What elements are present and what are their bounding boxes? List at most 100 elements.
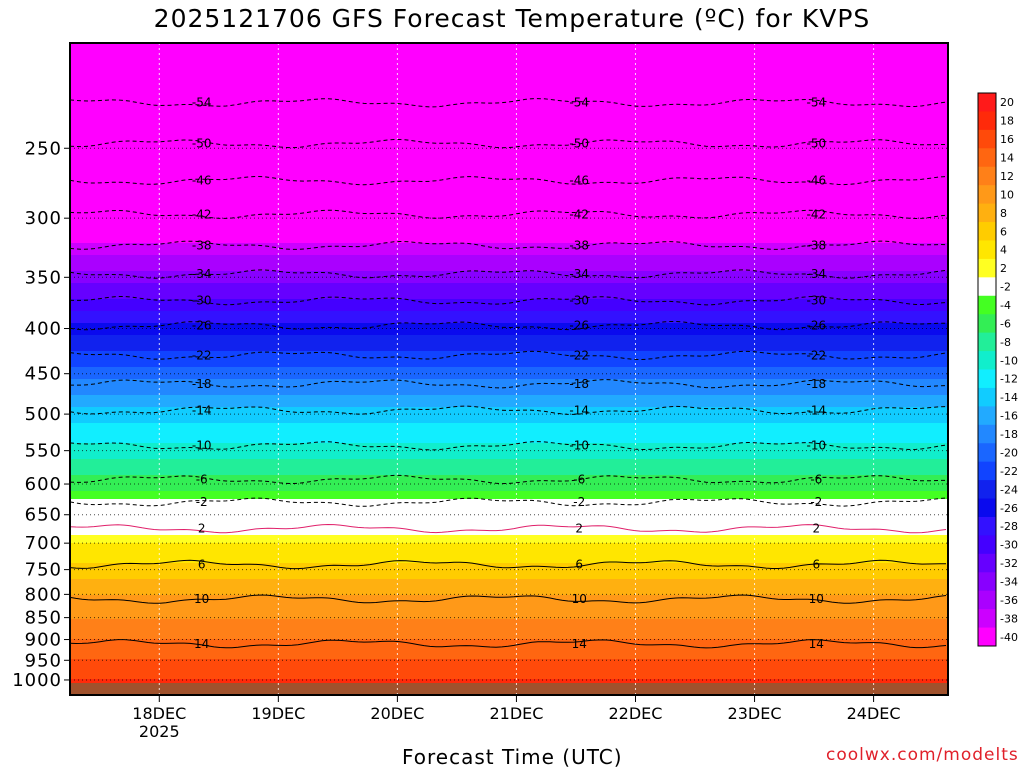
temperature-band — [70, 447, 948, 452]
temperature-band — [70, 271, 948, 276]
temperature-band — [70, 455, 948, 460]
contour-label: 6 — [198, 557, 206, 571]
temperature-band — [70, 191, 948, 196]
temperature-band — [70, 259, 948, 264]
temperature-band — [70, 627, 948, 632]
temperature-band — [70, 647, 948, 652]
contour-label: -34 — [569, 267, 589, 281]
temperature-band — [70, 475, 948, 480]
temperature-band — [70, 63, 948, 68]
y-tick-label: 550 — [25, 441, 62, 462]
temperature-band — [70, 147, 948, 152]
contour-label: -26 — [806, 319, 826, 333]
colorbar-label: -22 — [1000, 465, 1018, 478]
contour-label: -14 — [806, 403, 826, 417]
temperature-band — [70, 583, 948, 588]
colorbar-swatch — [978, 277, 996, 297]
contour-label: -42 — [569, 207, 589, 221]
temperature-band — [70, 435, 948, 440]
colorbar-label: -8 — [1000, 336, 1011, 349]
colorbar-swatch — [978, 369, 996, 389]
colorbar-swatch — [978, 424, 996, 444]
contour-label: -54 — [192, 96, 212, 110]
temperature-band — [70, 643, 948, 648]
temperature-band — [70, 283, 948, 288]
temperature-band — [70, 535, 948, 540]
temperature-band — [70, 351, 948, 356]
temperature-band — [70, 335, 948, 340]
contour-label: -42 — [192, 207, 212, 221]
temperature-bands — [70, 43, 948, 696]
contour-label: -38 — [806, 238, 826, 252]
temperature-band — [70, 483, 948, 488]
colorbar-swatch — [978, 535, 996, 555]
colorbar-label: -2 — [1000, 281, 1011, 294]
colorbar-frame — [977, 92, 997, 647]
colorbar-label: -36 — [1000, 594, 1018, 607]
temperature-band — [70, 387, 948, 392]
colorbar-label: 14 — [1000, 152, 1014, 165]
temperature-band — [70, 179, 948, 184]
colorbar-swatch — [978, 314, 996, 334]
temperature-band — [70, 579, 948, 584]
temperature-band — [70, 479, 948, 484]
temperature-band — [70, 395, 948, 400]
colorbar-swatch — [978, 129, 996, 149]
temperature-band — [70, 371, 948, 376]
temperature-band — [70, 555, 948, 560]
temperature-band — [70, 275, 948, 280]
chart-title: 2025121706 GFS Forecast Temperature (ºC)… — [153, 4, 871, 33]
temperature-band — [70, 311, 948, 316]
colorbar-label: 12 — [1000, 170, 1014, 183]
y-tick-label: 800 — [25, 584, 62, 605]
colorbar-label: 18 — [1000, 115, 1014, 128]
colorbar-label: -30 — [1000, 539, 1018, 552]
temperature-band — [70, 135, 948, 140]
colorbar-swatch — [978, 222, 996, 241]
contour-label: -10 — [806, 439, 826, 453]
temperature-band — [70, 459, 948, 464]
temperature-band — [70, 507, 948, 512]
contour-lines: -54 -54 -54 -50 -50 -50 -46 -46 -46 -42 -42 -42 -38 -… — [69, 96, 947, 651]
temperature-band — [70, 543, 948, 548]
temperature-band — [70, 95, 948, 100]
colorbar-swatch — [978, 461, 996, 481]
temperature-band — [70, 571, 948, 576]
temperature-band — [70, 115, 948, 120]
colorbar-swatch — [978, 498, 996, 518]
contour-label: -10 — [569, 439, 589, 453]
temperature-band — [70, 471, 948, 476]
temperature-band — [70, 295, 948, 300]
contour-label: -50 — [806, 137, 826, 151]
temperature-band — [70, 367, 948, 372]
colorbar-label: 20 — [1000, 96, 1014, 109]
temperature-band — [70, 231, 948, 236]
colorbar-label: 6 — [1000, 225, 1007, 238]
temperature-band — [70, 251, 948, 256]
colorbar-label: 2 — [1000, 262, 1007, 275]
temperature-band — [70, 199, 948, 204]
temperature-band — [70, 399, 948, 404]
temperature-band — [70, 339, 948, 344]
y-tick-label: 700 — [25, 533, 62, 554]
temperature-band — [70, 111, 948, 116]
temperature-band — [70, 547, 948, 552]
temperature-band — [70, 239, 948, 244]
y-axis: 2503003504004505005506006507007508008509… — [12, 138, 70, 691]
temperature-band — [70, 619, 948, 624]
x-tick-label: 22DEC — [609, 704, 663, 723]
contour-label: -46 — [806, 174, 826, 188]
credit-link[interactable]: coolwx.com/modelts — [826, 745, 1019, 765]
temperature-band — [70, 407, 948, 412]
plot-frame — [69, 42, 949, 696]
temperature-band — [70, 415, 948, 420]
contour-label: -2 — [196, 495, 208, 509]
contour-label: 14 — [572, 637, 587, 651]
temperature-band — [70, 59, 948, 64]
contour-label: -46 — [569, 174, 589, 188]
x-tick-label: 24DEC — [847, 704, 901, 723]
temperature-band — [70, 291, 948, 296]
x-tick-label: 21DEC — [489, 704, 543, 723]
contour-label: -6 — [196, 473, 208, 487]
contour-line — [69, 594, 947, 604]
